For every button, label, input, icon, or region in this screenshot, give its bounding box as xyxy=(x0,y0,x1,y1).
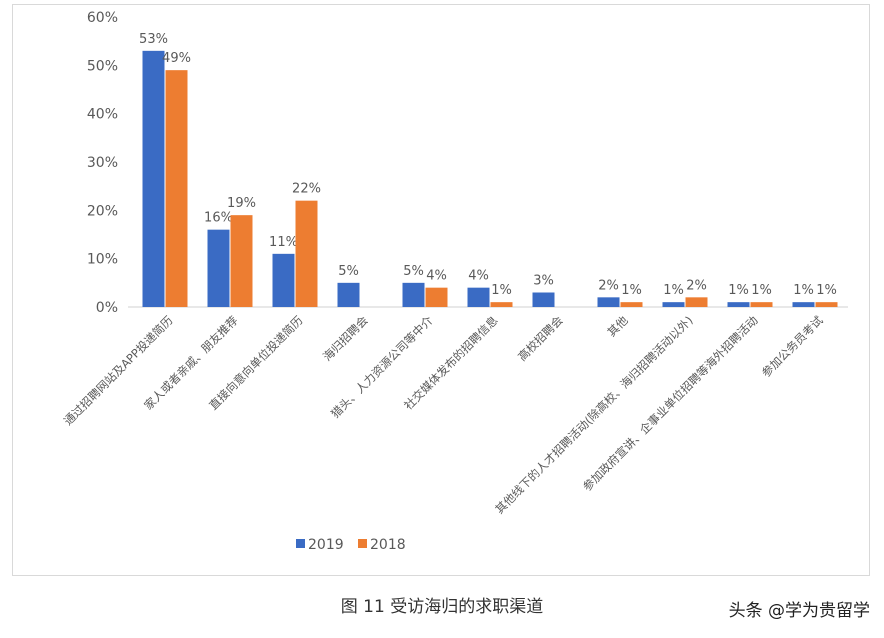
x-tick-label: 参加公务员考试 xyxy=(759,313,826,380)
y-tick-label: 50% xyxy=(87,58,118,74)
x-tick-label: 海归招聘会 xyxy=(320,313,371,364)
bar-2019 xyxy=(207,229,230,307)
y-tick-label: 10% xyxy=(87,252,118,268)
bar-2019 xyxy=(142,50,165,307)
y-tick-label: 40% xyxy=(87,107,118,123)
data-label: 2% xyxy=(686,278,707,293)
y-tick-label: 20% xyxy=(87,203,118,219)
bar-2018 xyxy=(750,302,773,307)
legend-label: 2018 xyxy=(370,537,406,553)
bar-2019 xyxy=(272,253,295,307)
bar-2019 xyxy=(467,287,490,307)
data-label: 1% xyxy=(621,283,642,298)
data-label: 4% xyxy=(426,269,447,284)
bar-2018 xyxy=(620,302,643,307)
data-label: 1% xyxy=(663,283,684,298)
bar-2018 xyxy=(165,70,188,308)
data-label: 1% xyxy=(751,283,772,298)
y-tick-label: 0% xyxy=(96,300,118,316)
legend-swatch-2018 xyxy=(358,539,367,548)
data-label: 22% xyxy=(292,182,321,197)
legend-swatch-2019 xyxy=(296,539,305,548)
bar-2019 xyxy=(337,282,360,307)
legend-label: 2019 xyxy=(308,537,344,553)
x-tick-label: 其他 xyxy=(604,313,631,340)
y-tick-label: 60% xyxy=(87,10,118,26)
data-label: 49% xyxy=(162,51,191,66)
bar-2018 xyxy=(295,200,318,307)
data-label: 1% xyxy=(816,283,837,298)
bar-2019 xyxy=(597,297,620,307)
y-tick-label: 30% xyxy=(87,155,118,171)
bar-2018 xyxy=(490,302,513,307)
data-label: 4% xyxy=(468,269,489,284)
bar-2019 xyxy=(402,282,425,307)
watermark: 头条 @学为贵留学 xyxy=(728,601,870,621)
x-tick-label: 高校招聘会 xyxy=(515,313,566,364)
data-label: 3% xyxy=(533,274,554,289)
data-label: 16% xyxy=(204,211,233,226)
bar-2019 xyxy=(792,302,815,307)
data-label: 1% xyxy=(728,283,749,298)
bar-2019 xyxy=(532,292,555,307)
bar-2018 xyxy=(425,287,448,307)
data-label: 5% xyxy=(338,264,359,279)
bar-2019 xyxy=(662,302,685,307)
data-label: 53% xyxy=(139,32,168,47)
data-label: 1% xyxy=(793,283,814,298)
data-label: 1% xyxy=(491,283,512,298)
bar-2018 xyxy=(815,302,838,307)
data-label: 5% xyxy=(403,264,424,279)
chart-frame xyxy=(12,4,870,576)
data-label: 2% xyxy=(598,278,619,293)
data-label: 11% xyxy=(269,235,298,250)
data-label: 19% xyxy=(227,196,256,211)
bar-2018 xyxy=(230,215,253,307)
bar-2018 xyxy=(685,297,708,307)
figure-caption: 图 11 受访海归的求职渠道 xyxy=(340,597,544,617)
bar-2019 xyxy=(727,302,750,307)
x-tick-label: 通过招聘网站及APP投递简历 xyxy=(61,313,176,428)
